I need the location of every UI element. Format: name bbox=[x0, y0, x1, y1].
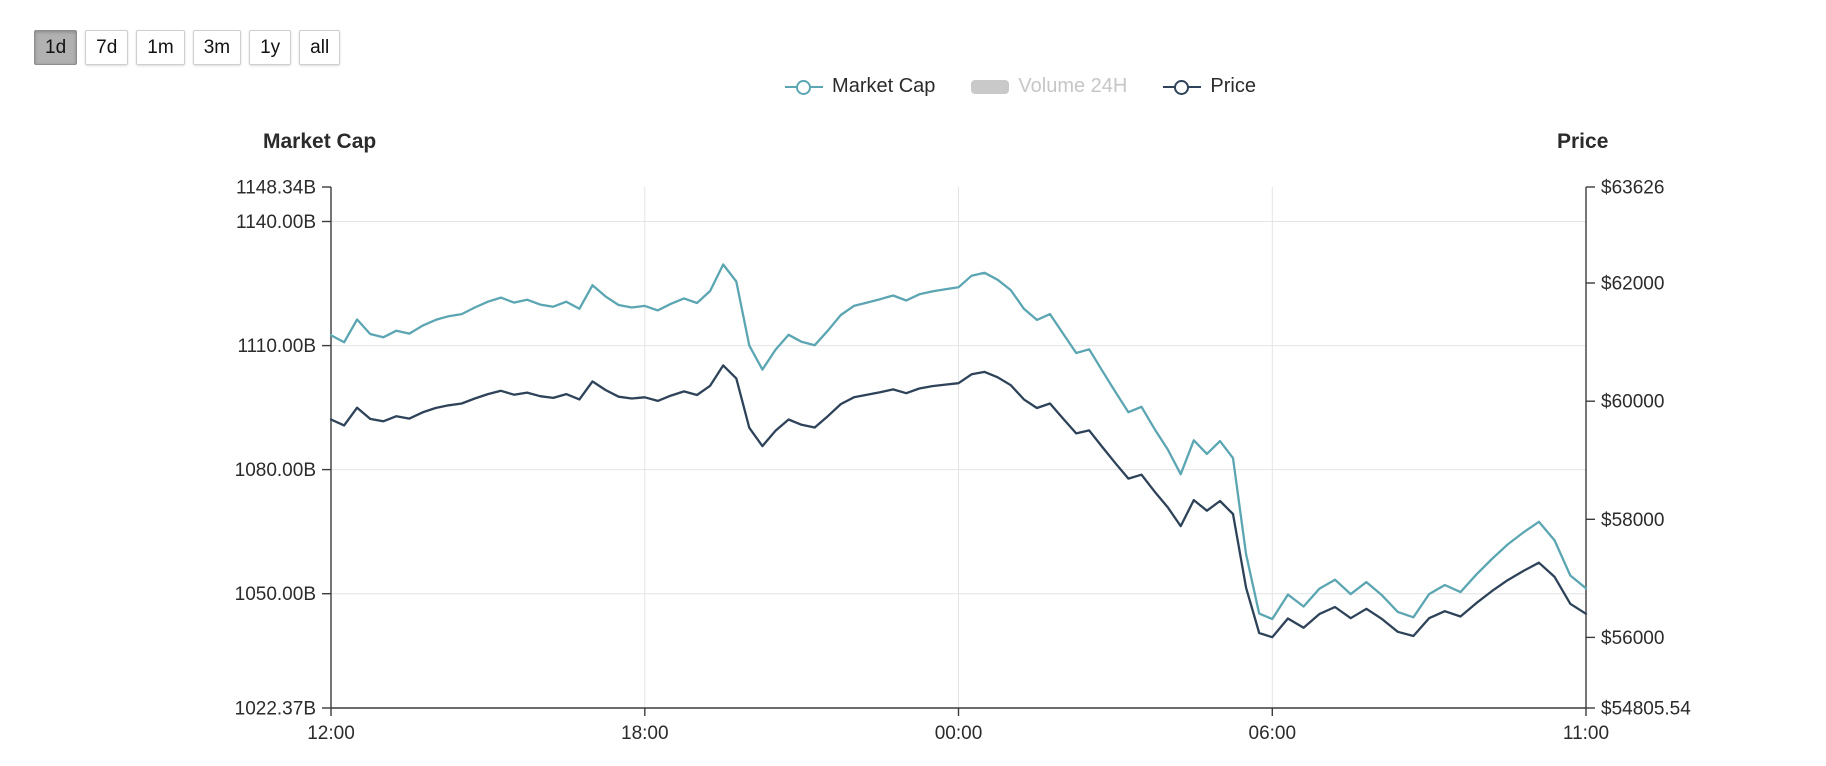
x-axis-label: 11:00 bbox=[1563, 723, 1609, 744]
right-axis-label: $54805.54 bbox=[1601, 699, 1691, 720]
legend-label-price: Price bbox=[1210, 75, 1256, 97]
range-button-all[interactable]: all bbox=[299, 30, 341, 65]
left-axis-label: 1080.00B bbox=[235, 460, 316, 481]
right-axis-title: Price bbox=[1557, 130, 1609, 153]
left-axis-label: 1140.00B bbox=[236, 212, 316, 233]
legend-item-volume-24h[interactable]: Volume 24H bbox=[971, 75, 1127, 98]
legend-item-price[interactable]: Price bbox=[1163, 75, 1256, 98]
x-axis-label: 00:00 bbox=[935, 723, 983, 744]
price-line bbox=[329, 364, 1588, 639]
time-range-selector: 1d 7d 1m 3m 1y all bbox=[34, 30, 341, 65]
range-button-3m[interactable]: 3m bbox=[192, 30, 242, 65]
left-axis-title: Market Cap bbox=[263, 130, 377, 153]
right-axis-label: $62000 bbox=[1601, 274, 1664, 295]
range-button-1m[interactable]: 1m bbox=[136, 30, 185, 65]
range-button-7d[interactable]: 7d bbox=[85, 30, 129, 65]
line-circle-marker-icon bbox=[1163, 79, 1202, 95]
right-axis-label: $56000 bbox=[1601, 628, 1664, 649]
range-button-1d[interactable]: 1d bbox=[34, 30, 78, 65]
chart-legend: Market Cap Volume 24H Price bbox=[393, 75, 1648, 98]
range-button-1y[interactable]: 1y bbox=[249, 30, 292, 65]
legend-label-volume-24h: Volume 24H bbox=[1018, 75, 1128, 97]
left-axis-label: 1110.00B bbox=[237, 336, 316, 357]
x-axis-label: 18:00 bbox=[621, 723, 669, 744]
right-axis-label: $60000 bbox=[1601, 392, 1664, 413]
x-axis-label: 06:00 bbox=[1249, 723, 1297, 744]
legend-item-market-cap[interactable]: Market Cap bbox=[785, 75, 935, 98]
market-cap-line bbox=[329, 263, 1588, 621]
x-axis-label: 12:00 bbox=[307, 723, 355, 744]
right-axis-label: $63626 bbox=[1601, 178, 1664, 199]
left-axis-label: 1050.00B bbox=[235, 584, 316, 605]
left-axis-label: 1022.37B bbox=[235, 699, 316, 720]
line-circle-marker-icon bbox=[785, 79, 824, 95]
legend-label-market-cap: Market Cap bbox=[832, 75, 936, 97]
right-axis-label: $58000 bbox=[1601, 510, 1664, 531]
rect-marker-icon bbox=[971, 79, 1010, 95]
left-axis-label: 1148.34B bbox=[236, 178, 316, 199]
